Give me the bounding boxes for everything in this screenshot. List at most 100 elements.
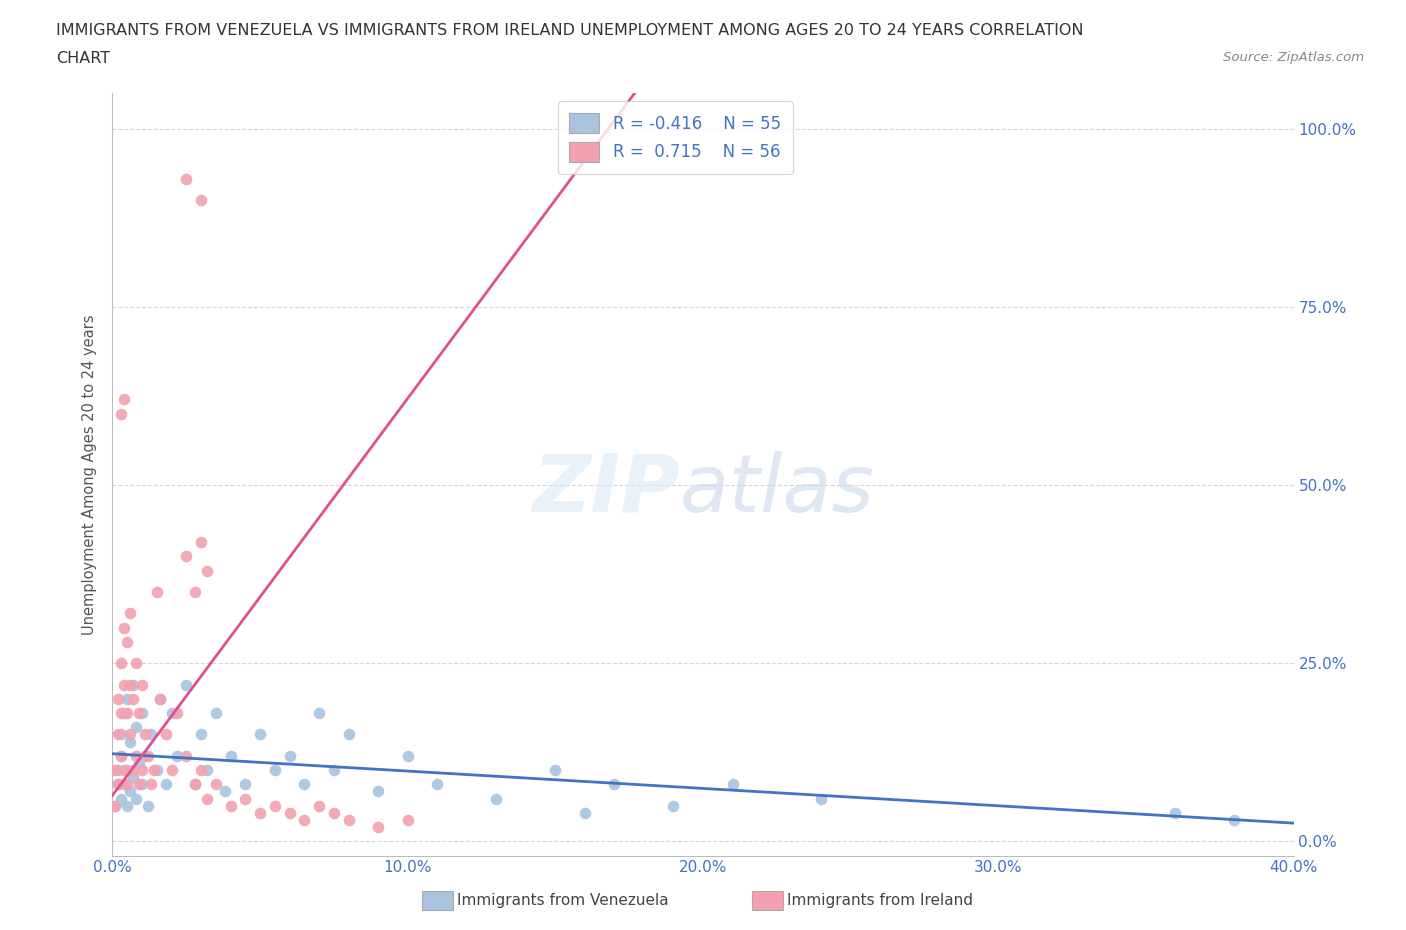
Point [120, 677, 142, 692]
Point [120, 605, 142, 620]
Point [195, 563, 218, 578]
Point [120, 784, 142, 799]
Point [142, 763, 165, 777]
Point [190, 193, 212, 207]
Point [292, 777, 315, 791]
Point [128, 755, 150, 770]
Point [136, 749, 159, 764]
Point [131, 677, 153, 692]
Point [104, 763, 127, 777]
Point [107, 777, 129, 791]
Point [110, 406, 132, 421]
Point [117, 634, 138, 649]
Point [112, 677, 135, 692]
Point [122, 677, 145, 692]
Text: Immigrants from Venezuela: Immigrants from Venezuela [457, 893, 669, 908]
Point [110, 656, 132, 671]
Point [149, 691, 172, 706]
Point [184, 777, 207, 791]
Point [122, 763, 145, 777]
Point [233, 791, 256, 806]
Point [112, 620, 135, 635]
Point [367, 784, 389, 799]
Point [485, 791, 508, 806]
Point [112, 777, 135, 791]
Point [139, 777, 162, 791]
Point [195, 763, 218, 777]
Point [195, 791, 218, 806]
Point [264, 763, 287, 777]
Point [184, 777, 207, 791]
Point [249, 727, 271, 742]
Text: IMMIGRANTS FROM VENEZUELA VS IMMIGRANTS FROM IRELAND UNEMPLOYMENT AMONG AGES 20 : IMMIGRANTS FROM VENEZUELA VS IMMIGRANTS … [56, 23, 1084, 38]
Point [110, 749, 132, 764]
Point [110, 749, 132, 764]
Text: CHART: CHART [56, 51, 110, 66]
Legend: R = -0.416    N = 55, R =  0.715    N = 56: R = -0.416 N = 55, R = 0.715 N = 56 [558, 101, 793, 174]
Point [166, 706, 188, 721]
Point [125, 656, 148, 671]
Point [190, 763, 212, 777]
Point [107, 691, 129, 706]
Point [155, 777, 177, 791]
Point [190, 727, 212, 742]
Point [323, 763, 346, 777]
Point [544, 763, 567, 777]
Point [120, 734, 142, 749]
Point [104, 798, 127, 813]
Point [603, 777, 626, 791]
Text: ZIP: ZIP [531, 450, 679, 528]
Text: atlas: atlas [679, 450, 875, 528]
Point [396, 749, 419, 764]
Point [125, 791, 148, 806]
Point [264, 798, 287, 813]
Point [146, 584, 169, 599]
Point [136, 798, 159, 813]
Point [146, 763, 169, 777]
Point [104, 798, 127, 813]
Point [128, 777, 150, 791]
Point [112, 706, 135, 721]
Point [120, 727, 142, 742]
Point [396, 813, 419, 828]
Point [117, 777, 138, 791]
Point [810, 791, 832, 806]
Point [174, 549, 197, 564]
Point [174, 749, 197, 764]
Point [190, 535, 212, 550]
Point [174, 677, 197, 692]
Text: Immigrants from Ireland: Immigrants from Ireland [787, 893, 973, 908]
Point [117, 798, 138, 813]
Point [122, 691, 145, 706]
Point [205, 777, 228, 791]
Point [1223, 813, 1246, 828]
Point [122, 770, 145, 785]
Point [219, 749, 242, 764]
Point [1164, 805, 1187, 820]
Point [323, 805, 346, 820]
Point [110, 706, 132, 721]
Point [160, 706, 183, 721]
Point [574, 805, 596, 820]
Point [205, 706, 228, 721]
Point [110, 727, 132, 742]
Point [166, 749, 188, 764]
Point [117, 763, 138, 777]
Point [367, 819, 389, 834]
Point [107, 763, 129, 777]
Point [112, 392, 135, 407]
Point [278, 749, 301, 764]
Point [107, 777, 129, 791]
Point [721, 777, 744, 791]
Point [292, 813, 315, 828]
Point [134, 749, 156, 764]
Point [128, 706, 150, 721]
Point [426, 777, 449, 791]
Point [117, 691, 138, 706]
Point [155, 727, 177, 742]
Point [233, 777, 256, 791]
Point [337, 813, 360, 828]
Point [149, 691, 172, 706]
Point [110, 791, 132, 806]
Point [337, 727, 360, 742]
